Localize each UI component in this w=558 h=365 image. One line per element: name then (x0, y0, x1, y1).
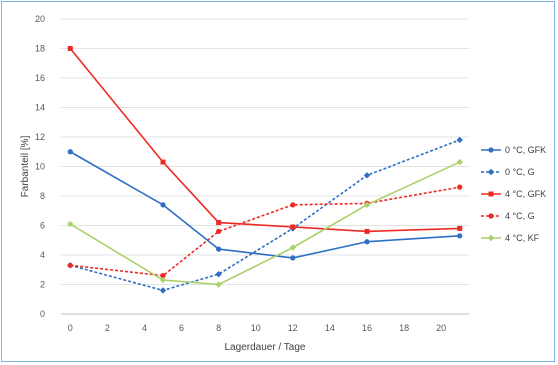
data-point (216, 246, 222, 252)
data-point (67, 262, 73, 268)
data-point (160, 159, 166, 165)
y-axis-title: Farbanteil [%] (20, 135, 31, 197)
legend-label: 4 °C, GFK (505, 189, 546, 199)
x-tick-label: 6 (179, 323, 184, 333)
data-point (215, 270, 222, 278)
x-tick-label: 16 (362, 323, 372, 333)
data-point (364, 239, 370, 245)
data-point (160, 273, 166, 279)
data-point (159, 287, 167, 294)
y-tick-label: 2 (40, 280, 45, 290)
y-tick-label: 4 (40, 250, 45, 260)
x-tick-label: 2 (105, 323, 110, 333)
x-tick-label: 4 (142, 323, 147, 333)
y-tick-label: 20 (35, 14, 45, 24)
series-line (69, 161, 461, 286)
data-point (159, 276, 167, 284)
legend: 0 °C, GFK 0 °C, G 4 °C, GFK 4 °C, G 4 °C, KF (481, 145, 546, 243)
series-line (69, 151, 460, 259)
data-point (215, 281, 222, 288)
data-point (67, 46, 73, 51)
y-tick-label: 8 (40, 191, 45, 201)
legend-entry: 4 °C, GFK (481, 189, 546, 199)
data-point (290, 224, 296, 230)
x-tick-label: 8 (216, 323, 221, 333)
legend-label: 0 °C, G (505, 167, 535, 177)
x-tick-label: 18 (399, 323, 409, 333)
legend-marker (488, 191, 494, 197)
y-tick-label: 16 (35, 73, 45, 83)
y-axis-ticks: 0 2 4 6 8 10 12 14 16 18 20 (35, 14, 45, 319)
data-point (289, 244, 297, 251)
data-point (457, 225, 463, 231)
y-tick-label: 18 (35, 44, 45, 54)
legend-marker (488, 147, 494, 153)
series-line (69, 47, 460, 233)
series-line (70, 186, 460, 277)
data-point (363, 172, 371, 179)
data-point (363, 201, 371, 209)
legend-entry: 0 °C, GFK (481, 145, 546, 155)
series-4 (67, 158, 463, 288)
data-point (456, 136, 463, 144)
data-point (216, 228, 222, 234)
series-2 (67, 46, 463, 234)
legend-entry: 0 °C, G (481, 167, 535, 177)
data-point (456, 158, 463, 166)
legend-entry: 4 °C, KF (481, 233, 540, 243)
data-point (67, 149, 73, 155)
series-1 (67, 136, 463, 294)
data-point (216, 220, 222, 226)
legend-label: 4 °C, G (505, 211, 535, 221)
data-point (67, 220, 74, 228)
legend-marker (487, 234, 495, 242)
y-tick-label: 10 (35, 162, 45, 172)
y-tick-label: 6 (40, 221, 45, 231)
data-point (364, 228, 370, 234)
data-point (290, 255, 296, 261)
y-tick-label: 12 (35, 132, 45, 142)
data-point (160, 202, 166, 208)
series-0 (67, 149, 463, 261)
x-tick-label: 0 (68, 323, 73, 333)
x-axis-title: Lagerdauer / Tage (225, 342, 306, 353)
series-line (70, 139, 461, 292)
series-3 (67, 184, 463, 279)
legend-label: 0 °C, GFK (505, 145, 546, 155)
y-tick-label: 0 (40, 309, 45, 319)
y-tick-label: 14 (35, 103, 45, 113)
x-axis-ticks: 0 2 4 6 8 10 12 14 16 18 20 (68, 323, 446, 333)
x-tick-label: 20 (436, 323, 446, 333)
series-lines (67, 46, 463, 294)
x-tick-label: 14 (325, 323, 335, 333)
x-tick-label: 10 (251, 323, 261, 333)
data-point (457, 184, 463, 190)
data-point (290, 202, 296, 208)
data-point (457, 233, 463, 239)
legend-marker (488, 213, 494, 219)
gridlines (61, 18, 469, 315)
legend-marker (487, 168, 495, 176)
legend-entry: 4 °C, G (481, 211, 535, 221)
legend-label: 4 °C, KF (505, 233, 540, 243)
x-tick-label: 12 (288, 323, 298, 333)
